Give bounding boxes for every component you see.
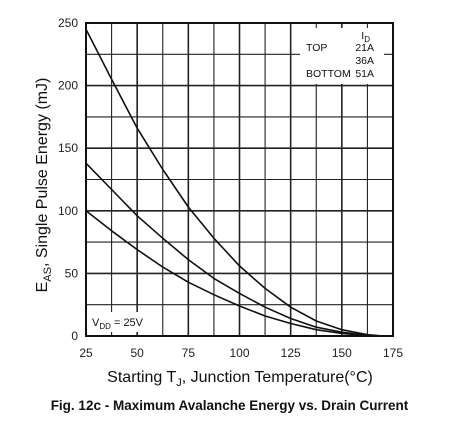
- y-axis-label: EAS, Single Pulse Energy (mJ): [34, 78, 54, 293]
- tick-labels: 25 50 75 100 125 150 175 0 50 100 150 200 250: [58, 16, 403, 360]
- y-tick-label: 150: [58, 141, 78, 155]
- y-tick-label: 50: [65, 266, 79, 280]
- legend-header: ID: [361, 30, 370, 44]
- vdd-annotation: VDD = 25V: [88, 312, 152, 332]
- vdd-label: VDD = 25V: [92, 317, 144, 331]
- x-axis-label: Starting TJ, Junction Temperature(°C): [107, 369, 373, 389]
- y-tick-label: 100: [58, 204, 78, 218]
- plot-border: [85, 22, 394, 337]
- x-tick-label: 75: [182, 346, 196, 360]
- legend-current-value: 51A: [355, 68, 374, 80]
- x-tick-label: 50: [130, 346, 144, 360]
- y-tick-label: 250: [58, 16, 78, 30]
- x-tick-label: 100: [229, 346, 249, 360]
- x-tick-label: 150: [332, 346, 352, 360]
- plot-frame: [85, 22, 394, 337]
- legend-current-value: 21A: [355, 42, 374, 54]
- x-tick-label: 25: [79, 346, 93, 360]
- figure-caption: Fig. 12c - Maximum Avalanche Energy vs. …: [50, 398, 409, 413]
- legend-position-label: TOP: [306, 42, 327, 54]
- legend-current-value: 36A: [355, 55, 374, 67]
- series-line-1: [85, 28, 393, 337]
- legend-position-label: BOTTOM: [306, 68, 351, 80]
- legend-background: [300, 28, 384, 84]
- annotation-background: [88, 312, 152, 332]
- y-tick-label: 200: [58, 79, 78, 93]
- x-tick-label: 175: [383, 346, 403, 360]
- x-tick-label: 125: [281, 346, 301, 360]
- y-tick-label: 0: [71, 329, 78, 343]
